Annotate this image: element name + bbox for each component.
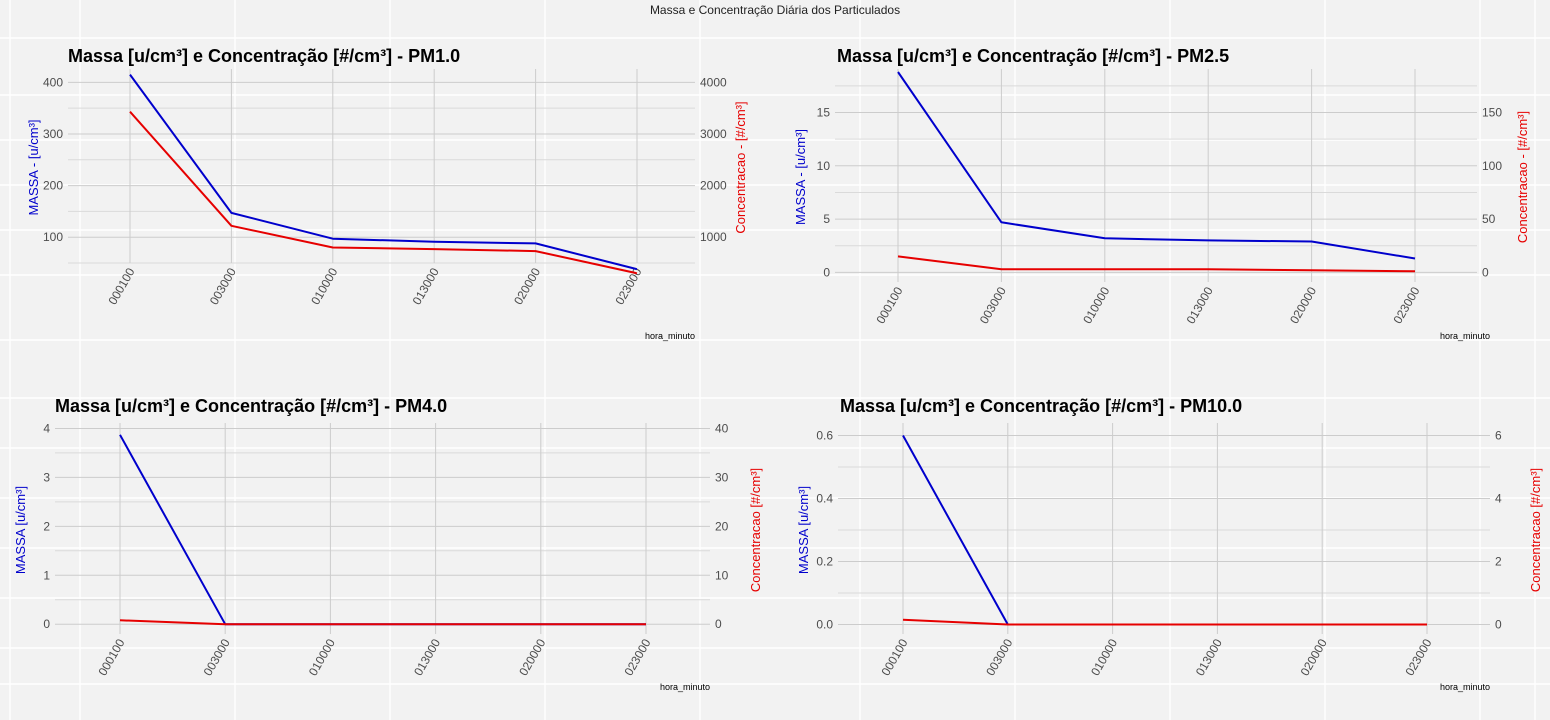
mass-series-line xyxy=(897,71,1416,260)
x-tick-label: 020000 xyxy=(516,636,548,678)
y-left-tick-label: 200 xyxy=(43,179,63,193)
x-tick-label: 020000 xyxy=(1287,284,1319,326)
y-right-tick-label: 20 xyxy=(715,519,729,533)
y-right-axis-title: Concentracao - [#/cm³] xyxy=(1515,111,1530,243)
mass-series-line xyxy=(129,74,638,271)
x-tick-label: 003000 xyxy=(201,636,233,678)
y-left-tick-label: 0.4 xyxy=(816,491,833,505)
y-right-tick-label: 150 xyxy=(1482,106,1502,120)
y-right-tick-label: 40 xyxy=(715,421,729,435)
x-tick-label: 013000 xyxy=(411,636,443,678)
mass-series-line xyxy=(119,434,646,626)
y-left-tick-label: 10 xyxy=(817,159,831,173)
y-left-axis-title: MASSA [u/cm³] xyxy=(796,486,811,574)
y-left-tick-label: 5 xyxy=(823,212,830,226)
y-left-tick-label: 4 xyxy=(43,421,50,435)
y-left-tick-label: 0 xyxy=(43,617,50,631)
x-axis-title: hora_minuto xyxy=(1440,682,1490,692)
x-tick-label: 010000 xyxy=(1080,284,1112,326)
x-axis-title: hora_minuto xyxy=(660,682,710,692)
x-tick-label: 013000 xyxy=(1184,284,1216,326)
chart-panel-pm25: 0 5 10 15 0 50 100 150 000100 003000 010000 013000 0… xyxy=(775,0,1550,360)
x-tick-label: 023000 xyxy=(1390,284,1422,326)
x-tick-label: 000100 xyxy=(873,284,905,326)
chart-pm10: 0.0 0.2 0.4 0.6 0 2 4 6 000100 003000 010000 013000… xyxy=(796,396,1543,692)
x-tick-label: 003000 xyxy=(207,265,239,307)
y-right-tick-label: 3000 xyxy=(700,127,727,141)
y-left-tick-label: 1 xyxy=(43,568,50,582)
x-tick-label: 010000 xyxy=(306,636,338,678)
y-left-tick-label: 0 xyxy=(823,265,830,279)
x-axis-title: hora_minuto xyxy=(645,331,695,341)
y-left-axis-title: MASSA [u/cm³] xyxy=(13,486,28,574)
chart-panel-pm4: 0 1 2 3 4 0 10 20 30 40 000100 003000 010000 013000 02… xyxy=(0,360,775,720)
y-right-tick-label: 4 xyxy=(1495,491,1502,505)
concentration-series-line xyxy=(119,619,646,626)
y-right-tick-label: 100 xyxy=(1482,159,1502,173)
y-left-tick-label: 3 xyxy=(43,470,50,484)
x-tick-label: 010000 xyxy=(308,265,340,307)
chart-title: Massa [u/cm³] e Concentração [#/cm³] - P… xyxy=(55,396,447,416)
chart-title: Massa [u/cm³] e Concentração [#/cm³] - P… xyxy=(840,396,1242,416)
y-left-tick-label: 15 xyxy=(817,106,831,120)
x-tick-label: 003000 xyxy=(983,636,1015,678)
chart-panel-pm1: 100 200 300 400 1000 2000 3000 4000 000100 003000… xyxy=(0,0,775,360)
y-right-tick-label: 2 xyxy=(1495,555,1502,569)
x-tick-label: 000100 xyxy=(105,265,137,307)
x-tick-label: 020000 xyxy=(511,265,543,307)
y-left-tick-label: 0.0 xyxy=(816,618,833,632)
x-tick-label: 023000 xyxy=(621,636,653,678)
y-right-tick-label: 6 xyxy=(1495,428,1502,442)
y-right-tick-label: 10 xyxy=(715,568,729,582)
x-axis-title: hora_minuto xyxy=(1440,331,1490,341)
concentration-series-line xyxy=(902,618,1427,626)
y-right-axis-title: Concentracao [#/cm³] xyxy=(748,468,763,592)
x-tick-label: 020000 xyxy=(1298,636,1330,678)
y-left-tick-label: 0.6 xyxy=(816,428,833,442)
x-tick-label: 013000 xyxy=(1193,636,1225,678)
y-right-tick-label: 50 xyxy=(1482,212,1496,226)
y-left-tick-label: 300 xyxy=(43,127,63,141)
concentration-series-line xyxy=(129,111,638,275)
y-left-axis-title: MASSA - [u/cm³] xyxy=(26,119,41,215)
y-right-tick-label: 30 xyxy=(715,470,729,484)
y-right-tick-label: 4000 xyxy=(700,75,727,89)
y-left-tick-label: 400 xyxy=(43,75,63,89)
x-tick-label: 010000 xyxy=(1088,636,1120,678)
figure-title: Massa e Concentração Diária dos Particul… xyxy=(649,3,901,17)
x-tick-label: 000100 xyxy=(878,636,910,678)
y-right-tick-label: 1000 xyxy=(700,230,727,244)
y-right-tick-label: 2000 xyxy=(700,179,727,193)
x-tick-label: 023000 xyxy=(1402,636,1434,678)
y-right-axis-title: Concentracao - [#/cm³] xyxy=(733,101,748,233)
y-right-tick-label: 0 xyxy=(1482,265,1489,279)
x-tick-label: 013000 xyxy=(410,265,442,307)
y-left-tick-label: 100 xyxy=(43,230,63,244)
chart-pm1: 100 200 300 400 1000 2000 3000 4000 000100 003000… xyxy=(26,46,748,341)
concentration-series-line xyxy=(897,255,1416,273)
y-right-tick-label: 0 xyxy=(1495,618,1502,632)
y-left-axis-title: MASSA - [u/cm³] xyxy=(793,129,808,225)
y-right-tick-label: 0 xyxy=(715,617,722,631)
x-tick-label: 003000 xyxy=(977,284,1009,326)
x-tick-label: 000100 xyxy=(95,636,127,678)
chart-panel-pm10: 0.0 0.2 0.4 0.6 0 2 4 6 000100 003000 010000 013000… xyxy=(775,360,1550,720)
y-left-tick-label: 2 xyxy=(43,519,50,533)
y-left-tick-label: 0.2 xyxy=(816,555,833,569)
y-right-axis-title: Concentracao [#/cm³] xyxy=(1528,468,1543,592)
chart-title: Massa [u/cm³] e Concentração [#/cm³] - P… xyxy=(68,46,460,66)
chart-title: Massa [u/cm³] e Concentração [#/cm³] - P… xyxy=(837,46,1229,66)
